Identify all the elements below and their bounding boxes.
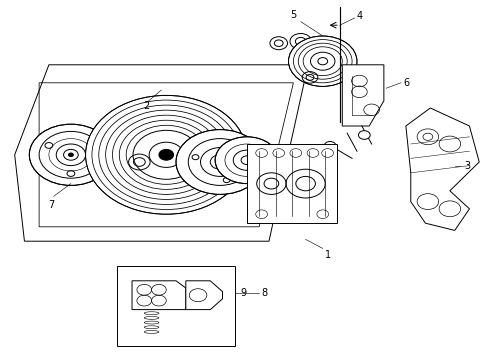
Text: 7: 7 xyxy=(48,200,54,210)
Text: 8: 8 xyxy=(261,288,267,298)
Circle shape xyxy=(85,95,246,214)
Text: 2: 2 xyxy=(143,101,149,111)
Polygon shape xyxy=(185,281,222,310)
Circle shape xyxy=(358,131,369,139)
Text: 4: 4 xyxy=(356,11,363,21)
Text: 5: 5 xyxy=(290,10,296,20)
Circle shape xyxy=(215,137,278,184)
Circle shape xyxy=(324,141,335,150)
Circle shape xyxy=(68,153,73,157)
Circle shape xyxy=(159,149,173,160)
FancyBboxPatch shape xyxy=(117,266,234,346)
Polygon shape xyxy=(405,108,478,230)
Polygon shape xyxy=(342,65,383,126)
Polygon shape xyxy=(132,281,185,310)
Circle shape xyxy=(176,130,264,194)
Text: 1: 1 xyxy=(325,250,331,260)
Text: 3: 3 xyxy=(464,161,470,171)
Text: 6: 6 xyxy=(403,78,409,88)
Polygon shape xyxy=(15,65,307,241)
Circle shape xyxy=(216,159,223,165)
Text: 9: 9 xyxy=(240,288,246,298)
Circle shape xyxy=(29,124,112,185)
FancyBboxPatch shape xyxy=(246,144,337,223)
Circle shape xyxy=(288,36,356,86)
